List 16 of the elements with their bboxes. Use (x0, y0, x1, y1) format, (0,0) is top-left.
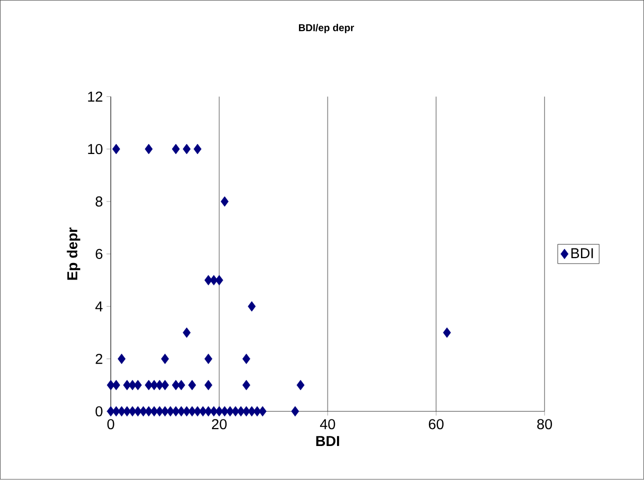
y-tick-label: 12 (88, 92, 102, 102)
y-tick-label: 6 (96, 249, 102, 260)
y-tick-label: 8 (96, 196, 102, 207)
x-tick-label: 40 (320, 419, 336, 430)
y-tick-label: 2 (96, 354, 102, 364)
y-tick-label: 0 (96, 406, 102, 417)
y-tick-label: 4 (95, 302, 103, 312)
x-tick-label: 60 (428, 419, 444, 430)
x-axis-title: BDI (316, 436, 340, 446)
x-tick-label: 20 (212, 419, 227, 430)
legend-label: BDI (571, 248, 593, 258)
y-tick-label: 10 (88, 144, 102, 154)
x-tick-label: 0 (107, 419, 114, 430)
x-tick-label: 80 (537, 419, 552, 430)
y-axis-title: Ep depr (66, 228, 80, 280)
chart-title: BDI/ep depr (298, 24, 354, 34)
